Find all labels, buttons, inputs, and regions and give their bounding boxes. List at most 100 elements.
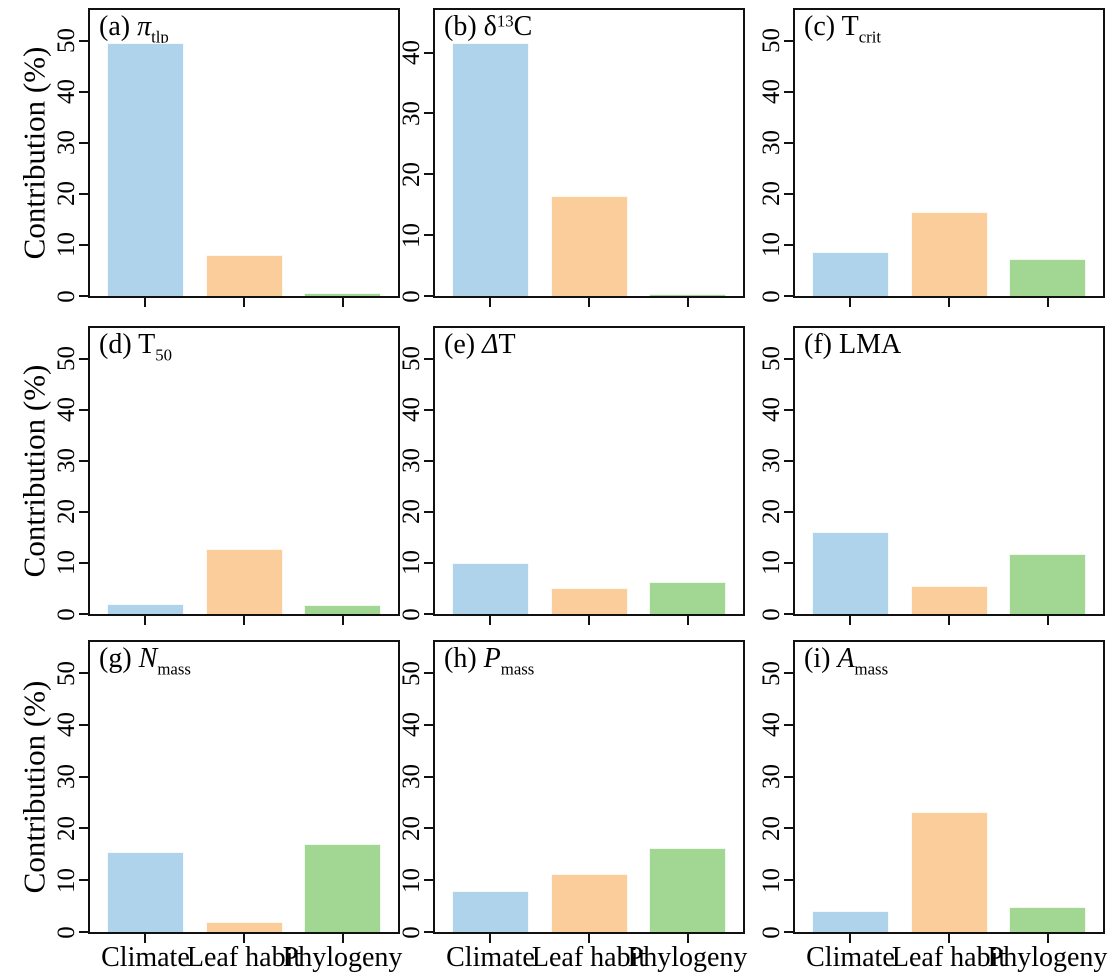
- y-tick: [79, 723, 88, 726]
- title-segment: tlp: [151, 27, 169, 47]
- y-tick-value: 0: [757, 607, 785, 621]
- y-tick: [424, 234, 433, 237]
- title-segment: mass: [157, 659, 191, 679]
- bar-climate: [106, 43, 184, 296]
- y-tick-value: 50: [52, 660, 80, 686]
- x-tick: [849, 934, 852, 943]
- y-tick: [79, 613, 88, 615]
- x-tick: [341, 298, 344, 307]
- y-tick-value: 30: [52, 764, 80, 790]
- y-tick-value: 50: [52, 28, 80, 54]
- bar-leaf-habit: [910, 811, 988, 932]
- y-tick: [79, 879, 88, 882]
- y-tick: [424, 723, 433, 726]
- x-tick: [144, 298, 147, 307]
- y-tick-value: 20: [757, 815, 785, 841]
- y-tick-value: 10: [397, 550, 425, 576]
- x-tick: [948, 616, 950, 625]
- bar-climate: [451, 562, 529, 614]
- x-tick: [588, 934, 590, 943]
- panel-f: (f) LMA 0 10 20 30 40 50: [745, 318, 1118, 636]
- plot-area-f: (f) LMA 0 10 20 30 40 50: [758, 326, 1105, 625]
- y-tick-value: 30: [397, 764, 425, 790]
- y-tick-value: 10: [757, 550, 785, 576]
- bar-phylogeny: [649, 581, 727, 614]
- x-category-label-climate: Climate: [446, 942, 535, 973]
- y-tick: [424, 672, 433, 675]
- panel-title-f: (f) LMA: [804, 329, 901, 361]
- x-category-label-leaf-habit: Leaf habit: [531, 942, 647, 973]
- y-tick: [79, 141, 88, 144]
- y-axis-label-text: Contribution (%): [16, 364, 52, 578]
- x-tick: [243, 298, 245, 307]
- title-segment: mass: [854, 659, 889, 679]
- y-tick-value: 30: [757, 130, 785, 156]
- y-tick: [424, 112, 433, 115]
- x-tick: [588, 616, 590, 625]
- title-segment: 13: [496, 11, 514, 31]
- y-tick: [79, 561, 88, 564]
- x-tick: [243, 934, 245, 943]
- y-tick-value: 0: [757, 289, 785, 303]
- x-tick: [686, 298, 689, 307]
- x-tick: [144, 934, 147, 943]
- y-tick: [784, 723, 793, 726]
- bar-phylogeny: [649, 294, 727, 296]
- y-tick-value: 50: [397, 346, 425, 372]
- y-tick-value: 40: [757, 712, 785, 738]
- bar-phylogeny: [304, 292, 382, 296]
- x-category-label-phylogeny: Phylogeny: [627, 942, 748, 973]
- y-tick-value: 50: [52, 346, 80, 372]
- x-tick: [588, 298, 590, 307]
- y-tick: [424, 510, 433, 513]
- title-segment: (d) T: [99, 329, 156, 360]
- y-tick-value: 40: [397, 712, 425, 738]
- bar-leaf-habit: [205, 255, 283, 296]
- title-segment: (f) LMA: [804, 329, 902, 360]
- y-tick-value: 0: [52, 925, 80, 939]
- panel-b: (b) δ13C 0 10 20 30 40: [397, 0, 745, 318]
- y-tick-value: 0: [757, 925, 785, 939]
- y-tick-value: 20: [52, 181, 80, 207]
- bar-phylogeny: [1009, 259, 1087, 296]
- x-tick: [489, 616, 492, 625]
- y-tick-value: 20: [757, 499, 785, 525]
- y-tick-value: 10: [52, 867, 80, 893]
- bar-leaf-habit: [205, 548, 283, 614]
- y-tick-value: 0: [397, 289, 425, 303]
- plot-area-i: (i) Amass 0 10 20 30 40 50 Climate Leaf habit Phy…: [758, 640, 1107, 973]
- title-segment: C: [513, 11, 533, 42]
- y-tick: [79, 459, 88, 462]
- panel-h: (h) Pmass 0 10 20 30 40 50 Climate Leaf habit Phy…: [397, 636, 748, 973]
- y-tick: [784, 192, 793, 195]
- x-tick: [948, 934, 950, 943]
- bar-climate: [451, 890, 529, 932]
- y-tick-value: 40: [397, 40, 425, 66]
- bar-phylogeny: [304, 604, 382, 614]
- panel-c: (c) Tcrit 0 10 20 30 40 50: [745, 0, 1118, 318]
- title-segment: crit: [858, 27, 882, 47]
- y-tick-value: 40: [757, 397, 785, 423]
- plot-area-c: (c) Tcrit 0 10 20 30 40 50: [758, 8, 1105, 307]
- title-segment: (c) T: [804, 11, 859, 42]
- y-tick-value: 10: [52, 550, 80, 576]
- y-tick: [784, 827, 793, 830]
- x-tick: [489, 934, 492, 943]
- y-tick: [424, 775, 433, 778]
- y-tick-value: 30: [757, 764, 785, 790]
- y-axis-label-text: Contribution (%): [16, 46, 52, 260]
- plot-area-g: (g) Nmass 0 10 20 30 40 50 Climate Leaf habit Phy…: [16, 640, 402, 973]
- title-segment: T: [498, 329, 516, 360]
- panel-title-i: (i) Amass: [804, 643, 888, 679]
- x-category-label-leaf-habit: Leaf habit: [891, 942, 1007, 973]
- y-tick-value: 20: [757, 181, 785, 207]
- title-segment: π: [137, 11, 152, 42]
- title-segment: mass: [500, 659, 535, 679]
- bar-phylogeny: [1009, 907, 1087, 932]
- y-tick: [79, 192, 88, 195]
- y-tick-value: 50: [757, 660, 785, 686]
- bar-climate: [811, 911, 889, 932]
- y-tick: [424, 173, 433, 176]
- y-tick-value: 40: [757, 79, 785, 105]
